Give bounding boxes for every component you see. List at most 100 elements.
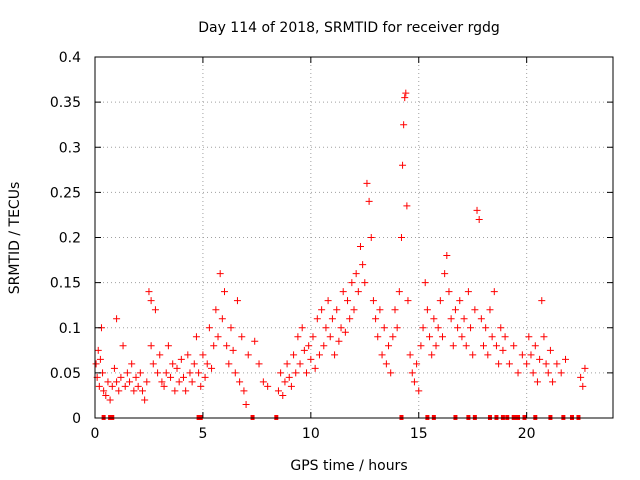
x-tick-label: 10 <box>302 426 320 442</box>
data-point <box>175 378 183 386</box>
data-point <box>540 333 548 341</box>
data-point <box>171 387 179 395</box>
data-point <box>337 324 345 332</box>
data-point <box>318 306 326 314</box>
data-point <box>296 360 304 368</box>
data-point <box>399 161 407 169</box>
data-point <box>480 342 487 350</box>
data-point <box>162 369 170 377</box>
data-point <box>199 351 207 359</box>
x-axis-label: GPS time / hours <box>290 458 407 474</box>
y-tick-label: 0.05 <box>50 366 81 382</box>
data-point <box>313 315 321 323</box>
data-point <box>281 378 289 386</box>
data-point <box>527 351 535 359</box>
data-point <box>311 364 319 372</box>
data-point <box>214 333 222 341</box>
data-point <box>378 351 386 359</box>
data-point <box>264 382 272 390</box>
data-point <box>255 360 263 368</box>
data-point <box>136 369 144 377</box>
axis-ticks <box>94 56 613 419</box>
data-point <box>227 324 235 332</box>
data-point <box>151 306 159 314</box>
data-point <box>486 306 494 314</box>
data-point <box>113 315 121 323</box>
data-point <box>251 337 259 345</box>
data-point <box>352 270 360 278</box>
data-point <box>309 333 317 341</box>
data-point <box>538 297 546 305</box>
data-point <box>389 333 397 341</box>
data-point <box>333 306 341 314</box>
data-point <box>391 306 399 314</box>
data-point <box>403 202 411 210</box>
data-points <box>92 89 589 408</box>
data-point <box>186 369 194 377</box>
data-point <box>182 387 190 395</box>
data-point <box>164 342 172 350</box>
data-point <box>298 324 306 332</box>
data-point <box>100 387 108 395</box>
data-point <box>240 387 248 395</box>
data-point <box>300 346 308 354</box>
data-point <box>147 342 155 350</box>
data-point <box>410 378 418 386</box>
data-point <box>128 360 136 368</box>
data-point <box>236 378 244 386</box>
data-point <box>454 324 462 332</box>
data-point <box>382 360 390 368</box>
data-point <box>380 324 388 332</box>
data-point <box>413 360 421 368</box>
data-point <box>231 369 239 377</box>
data-point <box>339 288 347 296</box>
data-point <box>210 342 218 350</box>
data-point <box>484 351 492 359</box>
x-tick-labels: 0 5 10 15 20 <box>91 426 536 442</box>
data-point <box>581 364 589 372</box>
data-point <box>126 378 134 386</box>
data-point <box>536 355 544 363</box>
data-point <box>119 342 127 350</box>
data-point <box>279 391 287 399</box>
data-point <box>123 369 131 377</box>
data-point <box>438 333 446 341</box>
data-point <box>460 315 468 323</box>
data-point <box>242 400 250 408</box>
data-point <box>356 243 364 251</box>
data-point <box>350 306 358 314</box>
data-point <box>221 288 228 296</box>
data-point <box>328 315 336 323</box>
data-point <box>499 346 507 354</box>
data-point <box>104 378 112 386</box>
data-point <box>141 396 149 404</box>
data-point <box>361 279 369 287</box>
data-point <box>397 234 405 241</box>
data-point <box>432 342 440 350</box>
data-point <box>169 360 177 368</box>
data-point <box>553 360 561 368</box>
data-point <box>447 315 455 323</box>
data-point <box>495 360 503 368</box>
data-point <box>344 297 352 305</box>
data-point <box>458 333 466 341</box>
x-tick-label: 0 <box>91 426 100 442</box>
data-point <box>92 360 100 368</box>
data-point <box>130 387 138 395</box>
y-tick-label: 0.1 <box>59 321 81 337</box>
data-point <box>160 382 168 390</box>
data-point <box>188 378 196 386</box>
data-point <box>212 306 220 314</box>
data-point <box>102 391 110 399</box>
data-point <box>108 382 116 390</box>
data-point <box>577 373 585 381</box>
data-point <box>110 364 118 372</box>
data-point <box>490 288 498 296</box>
y-tick-label: 0.2 <box>59 231 81 247</box>
data-point <box>326 333 334 341</box>
data-point <box>225 360 233 368</box>
data-point <box>335 337 343 345</box>
data-point <box>510 342 518 350</box>
data-point <box>143 378 151 386</box>
